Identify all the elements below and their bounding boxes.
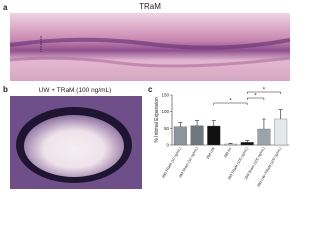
y-tick-label: 0 [166, 143, 169, 148]
vessel-lumen [24, 115, 124, 177]
figure: a TRaM b UW + TRaM (100 ng/mL) c % Intim… [3, 2, 291, 189]
significance-mark: * [263, 88, 266, 94]
bar [190, 125, 204, 146]
error-bar [228, 143, 233, 144]
significance-bracket [246, 91, 281, 94]
error-bar [211, 120, 216, 126]
bar [223, 143, 238, 146]
x-tick-label: 28d Sham (10 ng/mL) [178, 147, 199, 179]
significance-bracket [213, 102, 248, 105]
bar [240, 142, 254, 146]
panel-title: UW + TRaM (100 ng/mL) [39, 87, 112, 94]
bar [257, 128, 271, 146]
panel-label: c [148, 85, 153, 94]
y-tick-label: 150 [161, 93, 169, 98]
tissue-band [9, 37, 291, 50]
bar [207, 125, 221, 146]
significance-mark: * [254, 94, 257, 100]
tissue-band [9, 56, 291, 68]
y-tick-label: 50 [164, 126, 170, 131]
panel-label: a [3, 3, 8, 12]
error-bar [178, 122, 183, 127]
x-tick-label: 28d UW [206, 146, 216, 160]
bar [274, 118, 288, 146]
error-bar [245, 140, 250, 143]
x-tick-label: 28d Isc [223, 146, 232, 158]
panel-label: b [3, 85, 8, 94]
significance-mark: * [229, 99, 232, 105]
error-bar [278, 109, 283, 119]
panel-title: TRaM [139, 2, 161, 11]
significance-bracket [246, 97, 265, 100]
error-bar [261, 118, 266, 129]
y-axis-label: % Intimal Expansion [154, 97, 160, 143]
bar [173, 126, 187, 146]
error-bar [195, 120, 200, 126]
y-tick-label: 100 [161, 109, 169, 114]
